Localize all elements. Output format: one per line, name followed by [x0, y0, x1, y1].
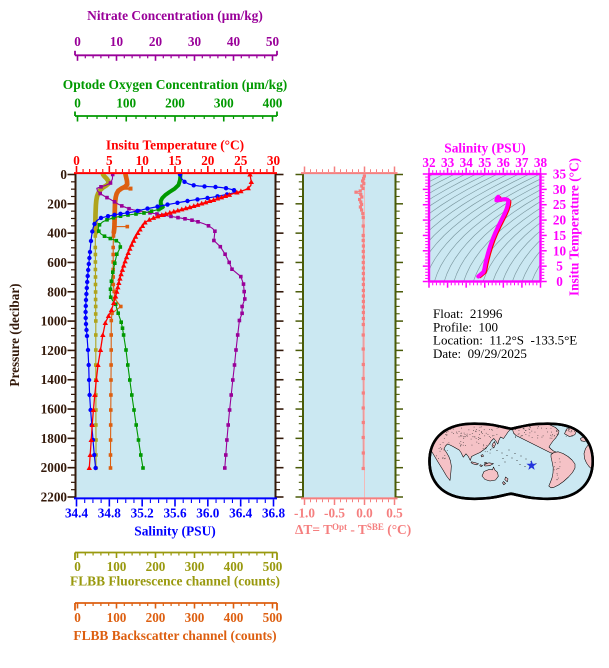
svg-text:50: 50	[266, 34, 280, 49]
svg-text:100: 100	[116, 96, 136, 111]
svg-text:20: 20	[149, 34, 163, 49]
svg-text:Salinity (PSU): Salinity (PSU)	[444, 141, 525, 156]
svg-text:Nitrate Concentration (μm/kg): Nitrate Concentration (μm/kg)	[87, 8, 263, 23]
svg-text:0.0: 0.0	[356, 506, 373, 521]
svg-text:36.0: 36.0	[196, 506, 219, 521]
svg-text:200: 200	[146, 559, 166, 574]
svg-text:36.8: 36.8	[262, 506, 285, 521]
svg-text:38: 38	[534, 155, 548, 170]
svg-text:1200: 1200	[41, 343, 68, 358]
svg-text:34.8: 34.8	[98, 506, 121, 521]
svg-text:2200: 2200	[41, 490, 68, 505]
svg-text:5: 5	[106, 153, 113, 168]
svg-text:Insitu Temperature (°C): Insitu Temperature (°C)	[106, 138, 244, 153]
svg-text:1800: 1800	[41, 431, 68, 446]
svg-text:-0.5: -0.5	[324, 506, 345, 521]
svg-text:0: 0	[74, 610, 81, 625]
svg-text:500: 500	[263, 610, 283, 625]
svg-text:10: 10	[136, 153, 150, 168]
svg-text:36.4: 36.4	[229, 506, 252, 521]
svg-text:400: 400	[263, 96, 283, 111]
svg-text:1000: 1000	[41, 314, 68, 329]
svg-text:ΔT= TOpt - TSBE (°C): ΔT= TOpt - TSBE (°C)	[295, 522, 411, 537]
svg-text:34.4: 34.4	[65, 506, 88, 521]
svg-text:34: 34	[460, 155, 474, 170]
svg-text:Date: 09/29/2025: Date: 09/29/2025	[433, 346, 527, 361]
svg-text:1400: 1400	[41, 372, 68, 387]
svg-text:400: 400	[224, 559, 244, 574]
svg-text:Salinity (PSU): Salinity (PSU)	[134, 524, 215, 539]
svg-text:20: 20	[553, 213, 567, 228]
svg-text:35.6: 35.6	[163, 506, 186, 521]
svg-text:100: 100	[107, 559, 127, 574]
svg-text:500: 500	[263, 559, 283, 574]
svg-text:15: 15	[553, 228, 567, 243]
svg-text:0.5: 0.5	[386, 506, 403, 521]
svg-text:800: 800	[47, 284, 67, 299]
svg-text:10: 10	[110, 34, 124, 49]
svg-text:1600: 1600	[41, 402, 68, 417]
svg-text:400: 400	[47, 226, 67, 241]
svg-text:30: 30	[188, 34, 202, 49]
svg-text:33: 33	[441, 155, 455, 170]
svg-text:FLBB Backscatter channel (coun: FLBB Backscatter channel (counts)	[73, 628, 276, 643]
svg-text:300: 300	[214, 96, 234, 111]
svg-text:35.2: 35.2	[131, 506, 154, 521]
svg-text:0: 0	[73, 153, 80, 168]
svg-text:25: 25	[234, 153, 248, 168]
svg-text:100: 100	[107, 610, 127, 625]
svg-text:30: 30	[553, 182, 567, 197]
svg-text:Insitu Temperature (°C): Insitu Temperature (°C)	[567, 158, 582, 296]
svg-text:FLBB Fluorescence channel (cou: FLBB Fluorescence channel (counts)	[70, 574, 280, 589]
svg-text:400: 400	[224, 610, 244, 625]
svg-text:35: 35	[478, 155, 492, 170]
svg-text:20: 20	[201, 153, 215, 168]
svg-text:Pressure (decibar): Pressure (decibar)	[7, 283, 22, 386]
svg-text:200: 200	[165, 96, 185, 111]
svg-text:-1.0: -1.0	[294, 506, 315, 521]
svg-text:15: 15	[168, 153, 182, 168]
svg-text:5: 5	[556, 259, 563, 274]
svg-text:30: 30	[267, 153, 281, 168]
svg-text:0: 0	[60, 167, 67, 182]
svg-text:Optode Oxygen Concentration (μ: Optode Oxygen Concentration (μm/kg)	[63, 77, 287, 92]
svg-text:0: 0	[74, 34, 81, 49]
svg-text:10: 10	[553, 243, 567, 258]
svg-text:32: 32	[422, 155, 436, 170]
svg-text:200: 200	[146, 610, 166, 625]
svg-text:37: 37	[515, 155, 529, 170]
svg-text:40: 40	[227, 34, 241, 49]
svg-text:300: 300	[185, 559, 205, 574]
svg-text:0: 0	[556, 274, 563, 289]
svg-text:0: 0	[74, 96, 81, 111]
svg-text:35: 35	[553, 167, 567, 182]
svg-text:36: 36	[497, 155, 511, 170]
svg-text:2000: 2000	[41, 460, 68, 475]
svg-text:300: 300	[185, 610, 205, 625]
svg-text:600: 600	[47, 255, 67, 270]
svg-text:0: 0	[74, 559, 81, 574]
svg-text:25: 25	[553, 197, 567, 212]
svg-text:200: 200	[47, 196, 67, 211]
